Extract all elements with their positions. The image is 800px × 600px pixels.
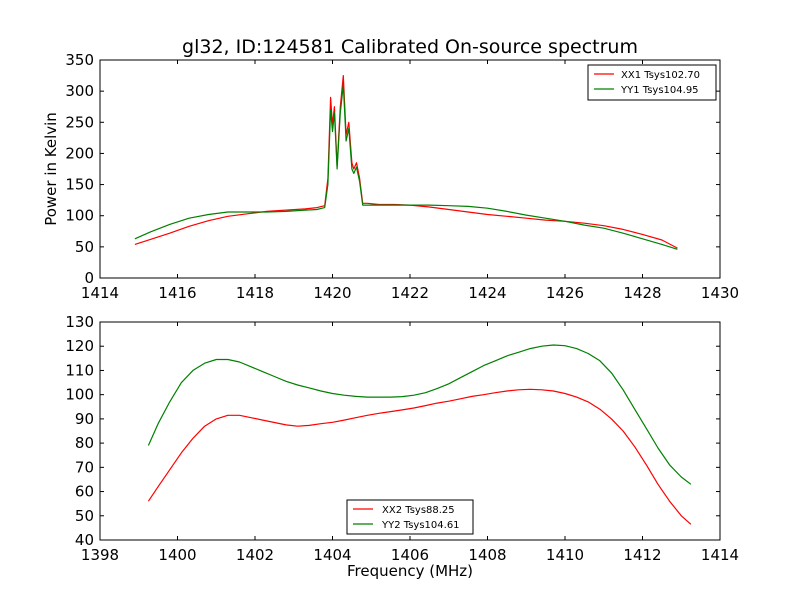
top-x-tick-label: 1416 (158, 284, 196, 302)
bottom-legend-label-yy2: YY2 Tsys104.61 (381, 520, 460, 531)
bottom-y-tick-label: 100 (65, 386, 94, 404)
bottom-legend-box (346, 499, 474, 535)
top-x-tick-label: 1430 (701, 284, 739, 302)
chart-title: gl32, ID:124581 Calibrated On-source spe… (182, 36, 638, 58)
bottom-x-tick-label: 1408 (468, 546, 506, 564)
top-x-tick-label: 1426 (546, 284, 584, 302)
bottom-plot: 1398 1400 1402 1404 1406 1408 1410 1412 1414 40 50… (65, 313, 739, 580)
top-y-tick-label: 50 (75, 238, 94, 256)
top-y-axis-label: Power in Kelvin (42, 112, 60, 226)
bottom-x-tick-label: 1406 (391, 546, 429, 564)
top-legend-box (587, 64, 717, 101)
top-y-tick-label: 250 (65, 113, 94, 131)
bottom-y-tick-label: 90 (75, 410, 94, 428)
top-y-tick-label: 300 (65, 82, 94, 100)
bottom-series-line-2 (147, 344, 692, 485)
top-y-tick-label: 200 (65, 144, 94, 162)
bottom-legend: XX2 Tsys88.25 YY2 Tsys104.61 (346, 499, 474, 535)
bottom-y-tick-label: 50 (75, 507, 94, 525)
bottom-y-tick-label: 130 (65, 313, 94, 331)
bottom-y-tick-label: 40 (75, 531, 94, 549)
top-x-tick-label: 1428 (623, 284, 661, 302)
top-x-tick-label: 1420 (313, 284, 351, 302)
top-plot-ticks: 1414 1416 1418 1420 1422 1424 1426 1428 1430 0 50 1… (65, 51, 739, 302)
top-y-tick-label: 350 (65, 51, 94, 69)
top-legend: XX1 Tsys102.70 YY1 Tsys104.95 (587, 64, 717, 101)
top-y-tick-label: 100 (65, 207, 94, 225)
bottom-x-tick-label: 1412 (623, 546, 661, 564)
bottom-legend-label-xx2: XX2 Tsys88.25 (382, 505, 455, 516)
top-series-line-1 (134, 74, 678, 249)
top-y-tick-label: 0 (84, 269, 94, 287)
top-series-line-2 (134, 84, 678, 250)
top-plot: 1414 1416 1418 1420 1422 1424 1426 1428 1430 0 50 1… (42, 51, 739, 302)
bottom-plot-ticks: 1398 1400 1402 1404 1406 1408 1410 1412 1414 40 50… (65, 313, 739, 564)
top-legend-label-yy1: YY1 Tsys104.95 (620, 85, 699, 96)
top-x-tick-label: 1418 (236, 284, 274, 302)
bottom-x-tick-label: 1404 (313, 546, 351, 564)
top-y-tick-label: 150 (65, 176, 94, 194)
top-legend-label-xx1: XX1 Tsys102.70 (621, 70, 700, 81)
bottom-x-tick-label: 1410 (546, 546, 584, 564)
bottom-y-tick-label: 80 (75, 434, 94, 452)
bottom-plot-series (147, 344, 692, 525)
bottom-y-tick-label: 120 (65, 337, 94, 355)
top-x-tick-label: 1422 (391, 284, 429, 302)
bottom-y-tick-label: 60 (75, 483, 94, 501)
top-x-tick-label: 1414 (81, 284, 119, 302)
bottom-x-tick-label: 1402 (236, 546, 274, 564)
bottom-x-axis-label: Frequency (MHz) (347, 562, 473, 580)
bottom-x-tick-label: 1414 (701, 546, 739, 564)
bottom-series-line-1 (147, 388, 692, 525)
bottom-x-tick-label: 1400 (158, 546, 196, 564)
top-plot-series (134, 74, 678, 250)
top-x-tick-label: 1424 (468, 284, 506, 302)
bottom-y-tick-label: 110 (65, 361, 94, 379)
bottom-x-tick-label: 1398 (81, 546, 119, 564)
bottom-y-tick-label: 70 (75, 458, 94, 476)
